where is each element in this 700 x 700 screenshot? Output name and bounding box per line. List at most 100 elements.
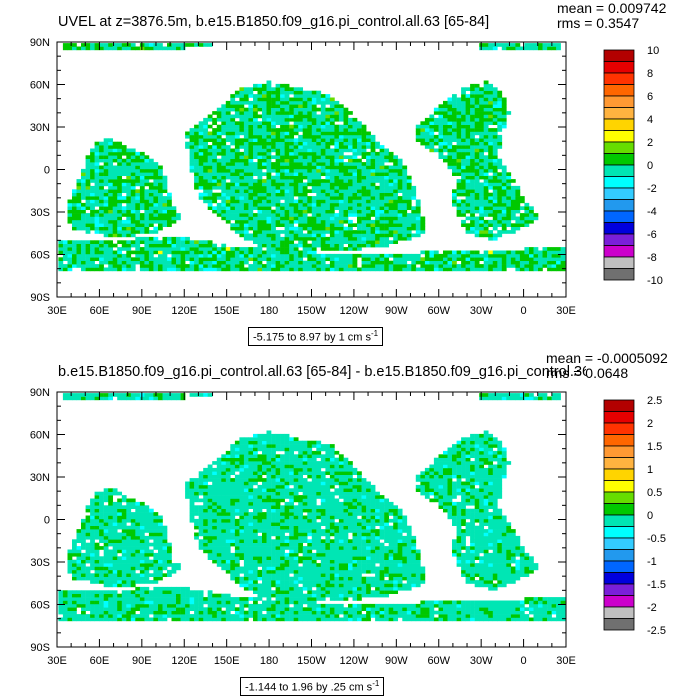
- field-cell: [198, 165, 204, 170]
- field-cell: [167, 223, 172, 227]
- field-cell: [180, 257, 186, 261]
- field-cell: [307, 260, 313, 265]
- panel-2-title: b.e15.B1850.f09_g16.pi_control.all.63 [6…: [58, 364, 586, 380]
- field-cell: [298, 104, 304, 108]
- field-cell: [302, 114, 308, 119]
- field-cell: [103, 213, 109, 217]
- field-cell: [465, 206, 471, 210]
- field-cell: [338, 145, 344, 149]
- field-cell: [479, 162, 485, 166]
- field-cell: [271, 128, 276, 132]
- field-cell: [366, 576, 371, 581]
- field-cell: [370, 151, 376, 156]
- colorbar-box: [603, 72, 635, 85]
- field-cell: [393, 213, 399, 217]
- field-cell: [388, 179, 394, 183]
- field-cell: [470, 138, 475, 142]
- field-cell: [198, 267, 204, 272]
- field-cell: [497, 97, 503, 102]
- field-cell: [112, 260, 118, 265]
- field-cell: [117, 172, 123, 176]
- field-cell: [510, 185, 516, 190]
- field-cell: [130, 607, 136, 611]
- field-cell: [433, 128, 439, 132]
- field-cell: [361, 162, 367, 166]
- field-cell: [375, 593, 380, 598]
- field-cell: [370, 593, 376, 598]
- field-cell: [257, 586, 263, 591]
- field-cell: [94, 257, 100, 261]
- field-cell: [126, 226, 132, 231]
- field-cell: [167, 250, 172, 255]
- field-cell: [510, 600, 516, 605]
- field-cell: [551, 264, 557, 268]
- field-cell: [479, 172, 485, 176]
- field-cell: [266, 209, 272, 214]
- field-cell: [239, 145, 245, 149]
- field-cell: [447, 614, 453, 618]
- field-cell: [239, 267, 245, 272]
- field-cell: [452, 192, 457, 197]
- field-cell: [420, 216, 426, 221]
- field-cell: [284, 131, 290, 136]
- field-cell: [352, 117, 358, 122]
- colorbar-label: 4: [647, 114, 653, 126]
- field-cell: [343, 260, 349, 265]
- field-cell: [108, 199, 114, 204]
- field-cell: [338, 253, 344, 258]
- field-cell: [316, 182, 322, 187]
- field-cell: [194, 590, 199, 594]
- field-cell: [221, 114, 227, 119]
- field-cell: [307, 223, 313, 227]
- field-cell: [275, 586, 281, 591]
- field-cell: [284, 206, 290, 210]
- field-cell: [230, 155, 236, 159]
- colorbar-label: -8: [647, 252, 657, 264]
- field-cell: [488, 580, 494, 584]
- field-cell: [393, 182, 399, 187]
- field-cell: [207, 179, 213, 183]
- field-cell: [121, 43, 127, 47]
- field-cell: [257, 175, 263, 180]
- field-cell: [234, 175, 240, 180]
- x-tick-label: 120W: [340, 305, 369, 317]
- field-cell: [338, 206, 344, 210]
- field-cell: [275, 260, 281, 265]
- field-cell: [284, 128, 290, 132]
- field-cell: [253, 151, 258, 156]
- field-cell: [479, 111, 485, 115]
- field-cell: [289, 614, 295, 618]
- field-cell: [81, 206, 86, 210]
- field-cell: [452, 202, 457, 207]
- field-cell: [108, 162, 114, 166]
- field-cell: [357, 267, 362, 272]
- field-cell: [338, 247, 344, 251]
- field-cell: [316, 192, 322, 197]
- panel-2-plot-area: 30E 60E 90E 120E 150E 180 150W 120W 90W 60W 30W 0 30…: [30, 387, 666, 667]
- field-cell: [307, 155, 313, 159]
- field-cell: [492, 155, 498, 159]
- field-cell: [266, 189, 272, 193]
- field-cell: [370, 614, 376, 618]
- field-cell: [501, 267, 507, 272]
- field-cell: [307, 182, 313, 187]
- field-cell: [158, 206, 163, 210]
- field-cell: [470, 148, 475, 153]
- field-cell: [311, 597, 317, 601]
- field-cell: [126, 158, 132, 163]
- field-cell: [298, 230, 304, 234]
- field-cell: [103, 617, 109, 622]
- field-cell: [497, 600, 503, 605]
- field-cell: [529, 267, 534, 272]
- field-cell: [90, 185, 95, 190]
- field-cell: [311, 267, 317, 272]
- field-cell: [465, 111, 471, 115]
- field-cell: [284, 590, 290, 594]
- field-cell: [352, 260, 358, 265]
- field-cell: [348, 219, 353, 224]
- field-cell: [239, 576, 245, 581]
- field-cell: [108, 219, 114, 224]
- field-cell: [334, 260, 340, 265]
- field-cell: [216, 597, 222, 601]
- field-cell: [311, 593, 317, 598]
